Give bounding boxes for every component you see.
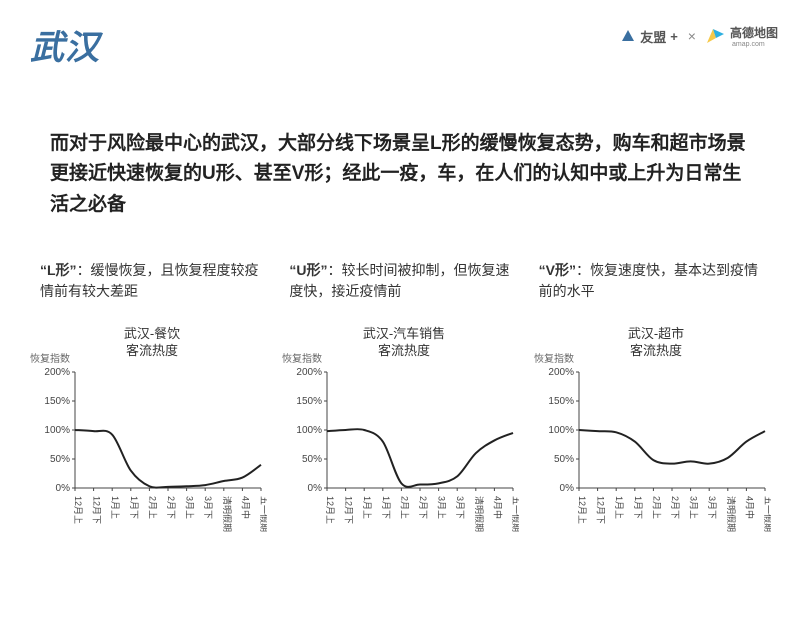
chart-cell: 恢复指数 武汉-汽车销售客流热度 0% 50% 100% 150% 200% 12月上 12月下… bbox=[282, 326, 526, 536]
svg-text:50%: 50% bbox=[554, 454, 574, 465]
svg-text:3月下: 3月下 bbox=[707, 496, 717, 519]
svg-text:清明假期: 清明假期 bbox=[222, 496, 233, 532]
svg-text:2月下: 2月下 bbox=[166, 496, 176, 519]
shape-label-l: “L形” bbox=[40, 262, 77, 278]
chart-series-line bbox=[75, 430, 261, 488]
shape-desc-v: “V形”：恢复速度快，基本达到疫情前的水平 bbox=[539, 260, 768, 302]
chart-svg: 0% 50% 100% 150% 200% 12月上 12月下 1月上 1月下 2月上 2月下 3月上… bbox=[289, 366, 519, 536]
svg-text:清明假期: 清明假期 bbox=[726, 496, 737, 532]
shape-desc-u: “U形”：较长时间被抑制，但恢复速度快，接近疫情前 bbox=[289, 260, 518, 302]
svg-text:4月中: 4月中 bbox=[492, 496, 503, 519]
brand-separator: × bbox=[688, 28, 696, 44]
chart-ylabel: 恢复指数 bbox=[30, 350, 70, 365]
shape-desc-l: “L形”：缓慢恢复，且恢复程度较疫情前有较大差距 bbox=[40, 260, 269, 302]
svg-text:五一假期: 五一假期 bbox=[259, 496, 267, 532]
svg-text:12月下: 12月下 bbox=[92, 496, 102, 524]
svg-text:2月下: 2月下 bbox=[418, 496, 428, 519]
brand-umeng-label: 友盟 bbox=[640, 27, 666, 46]
chart-title-line1: 武汉-汽车销售 bbox=[363, 326, 445, 343]
amap-icon bbox=[706, 28, 726, 44]
shape-descriptions: “L形”：缓慢恢复，且恢复程度较疫情前有较大差距 “U形”：较长时间被抑制，但恢… bbox=[30, 260, 778, 302]
svg-text:4月中: 4月中 bbox=[240, 496, 251, 519]
svg-text:2月上: 2月上 bbox=[651, 496, 661, 519]
shape-label-v: “V形” bbox=[539, 262, 576, 278]
svg-text:0%: 0% bbox=[560, 483, 575, 494]
svg-text:清明假期: 清明假期 bbox=[474, 496, 485, 532]
svg-text:12月下: 12月下 bbox=[344, 496, 354, 524]
svg-text:1月下: 1月下 bbox=[633, 496, 643, 519]
svg-text:3月上: 3月上 bbox=[689, 496, 699, 519]
svg-text:50%: 50% bbox=[302, 454, 322, 465]
brand-umeng: 友盟 + bbox=[620, 27, 678, 46]
svg-text:1月上: 1月上 bbox=[614, 496, 624, 519]
svg-text:150%: 150% bbox=[296, 396, 322, 407]
svg-text:1月上: 1月上 bbox=[362, 496, 372, 519]
svg-text:200%: 200% bbox=[44, 367, 70, 378]
chart-svg: 0% 50% 100% 150% 200% 12月上 12月下 1月上 1月下 2月上 2月下 3月上… bbox=[541, 366, 771, 536]
svg-text:五一假期: 五一假期 bbox=[763, 496, 771, 532]
svg-text:五一假期: 五一假期 bbox=[511, 496, 519, 532]
svg-text:1月下: 1月下 bbox=[129, 496, 139, 519]
svg-text:3月下: 3月下 bbox=[203, 496, 213, 519]
brand-amap-sub: amap.com bbox=[732, 41, 778, 48]
svg-text:4月中: 4月中 bbox=[744, 496, 755, 519]
chart-title-line1: 武汉-餐饮 bbox=[124, 326, 180, 343]
umeng-icon bbox=[620, 28, 636, 44]
chart-wrap: 0% 50% 100% 150% 200% 12月上 12月下 1月上 1月下 2月上 2月下 3月上… bbox=[289, 366, 519, 536]
svg-text:3月上: 3月上 bbox=[437, 496, 447, 519]
svg-text:150%: 150% bbox=[548, 396, 574, 407]
brand-amap-text: 高德地图 amap.com bbox=[730, 24, 778, 48]
svg-text:12月下: 12月下 bbox=[596, 496, 606, 524]
chart-series-line bbox=[579, 430, 765, 464]
svg-text:2月上: 2月上 bbox=[147, 496, 157, 519]
chart-ylabel: 恢复指数 bbox=[282, 350, 322, 365]
header: 武汉 友盟 + × 高德地图 amap.com bbox=[30, 20, 778, 69]
chart-title-line2: 客流热度 bbox=[124, 343, 180, 360]
chart-title-line2: 客流热度 bbox=[628, 343, 684, 360]
chart-title-line2: 客流热度 bbox=[363, 343, 445, 360]
chart-cell: 恢复指数 武汉-餐饮客流热度 0% 50% 100% 150% 200% 12月上 12月下 1月… bbox=[30, 326, 274, 536]
brand-amap: 高德地图 amap.com bbox=[706, 24, 778, 48]
svg-text:50%: 50% bbox=[50, 454, 70, 465]
chart-title-line1: 武汉-超市 bbox=[628, 326, 684, 343]
svg-text:12月上: 12月上 bbox=[73, 496, 83, 524]
brand-amap-label: 高德地图 bbox=[730, 24, 778, 41]
page: 武汉 友盟 + × 高德地图 amap.com 而对于 bbox=[0, 0, 808, 632]
chart-wrap: 0% 50% 100% 150% 200% 12月上 12月下 1月上 1月下 2月上 2月下 3月上… bbox=[37, 366, 267, 536]
chart-series-line bbox=[327, 429, 513, 487]
svg-text:200%: 200% bbox=[548, 367, 574, 378]
svg-text:12月上: 12月上 bbox=[577, 496, 587, 524]
chart-wrap: 0% 50% 100% 150% 200% 12月上 12月下 1月上 1月下 2月上 2月下 3月上… bbox=[541, 366, 771, 536]
brand-row: 友盟 + × 高德地图 amap.com bbox=[620, 24, 778, 48]
svg-text:0%: 0% bbox=[308, 483, 323, 494]
svg-text:12月上: 12月上 bbox=[325, 496, 335, 524]
svg-text:1月下: 1月下 bbox=[381, 496, 391, 519]
svg-text:2月下: 2月下 bbox=[670, 496, 680, 519]
svg-text:150%: 150% bbox=[44, 396, 70, 407]
chart-title: 武汉-超市客流热度 bbox=[628, 326, 684, 360]
svg-text:100%: 100% bbox=[44, 425, 70, 436]
brand-umeng-plus: + bbox=[670, 29, 678, 44]
svg-text:2月上: 2月上 bbox=[399, 496, 409, 519]
svg-text:0%: 0% bbox=[56, 483, 71, 494]
chart-ylabel: 恢复指数 bbox=[534, 350, 574, 365]
svg-text:200%: 200% bbox=[296, 367, 322, 378]
city-title: 武汉 bbox=[30, 20, 100, 69]
headline: 而对于风险最中心的武汉，大部分线下场景呈L形的缓慢恢复态势，购车和超市场景更接近… bbox=[50, 129, 758, 220]
svg-text:3月上: 3月上 bbox=[185, 496, 195, 519]
charts-row: 恢复指数武汉-餐饮客流热度0%50%100%150%200%12月上12月下1月… bbox=[30, 326, 778, 536]
chart-title: 武汉-汽车销售客流热度 bbox=[363, 326, 445, 360]
chart-cell: 恢复指数 武汉-超市客流热度 0% 50% 100% 150% 200% 12月上 12月下 1月… bbox=[534, 326, 778, 536]
shape-label-u: “U形” bbox=[289, 262, 327, 278]
svg-text:100%: 100% bbox=[548, 425, 574, 436]
svg-text:1月上: 1月上 bbox=[110, 496, 120, 519]
chart-svg: 0% 50% 100% 150% 200% 12月上 12月下 1月上 1月下 2月上 2月下 3月上… bbox=[37, 366, 267, 536]
chart-title: 武汉-餐饮客流热度 bbox=[124, 326, 180, 360]
svg-text:100%: 100% bbox=[296, 425, 322, 436]
svg-text:3月下: 3月下 bbox=[455, 496, 465, 519]
